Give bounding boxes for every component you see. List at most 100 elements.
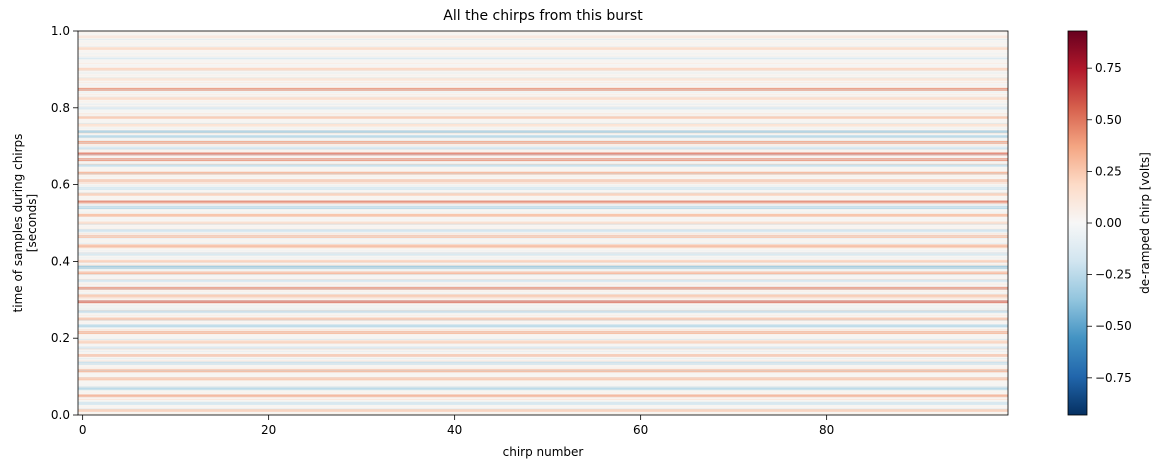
heatmap-striation-116 <box>78 134 1008 136</box>
heatmap-striation-114 <box>78 139 1008 141</box>
heatmap-striation-27 <box>78 348 1008 350</box>
heatmap-striation-125 <box>78 113 1008 115</box>
heatmap-striation-44 <box>78 307 1008 309</box>
heatmap-striation-57 <box>78 276 1008 278</box>
heatmap-rows <box>78 31 1008 415</box>
heatmap-band-16 <box>78 163 1008 167</box>
heatmap-striation-9 <box>78 391 1008 393</box>
heatmap-band-20 <box>78 192 1008 196</box>
heatmap-striation-74 <box>78 235 1008 237</box>
heatmap-band-6 <box>78 96 1008 100</box>
heatmap-band-45 <box>78 377 1008 381</box>
heatmap-striation-92 <box>78 192 1008 194</box>
x-axis-label: chirp number <box>503 445 584 459</box>
heatmap-band-48 <box>78 401 1008 405</box>
heatmap-striation-3 <box>78 406 1008 408</box>
heatmap-striation-4 <box>78 403 1008 405</box>
heatmap-striation-11 <box>78 386 1008 388</box>
heatmap-striation-6 <box>78 398 1008 400</box>
heatmap-striation-98 <box>78 178 1008 180</box>
heatmap-striation-109 <box>78 151 1008 153</box>
heatmap-striation-126 <box>78 110 1008 112</box>
heatmap-striation-159 <box>78 31 1008 33</box>
heatmap-striation-72 <box>78 240 1008 242</box>
heatmap-striation-112 <box>78 144 1008 146</box>
heatmap-band-32 <box>78 279 1008 283</box>
y-tick-label-2: 0.4 <box>51 254 70 268</box>
x-tick-label-60: 60 <box>633 423 648 437</box>
heatmap-striation-104 <box>78 163 1008 165</box>
heatmap-striation-15 <box>78 377 1008 379</box>
colorbar-label: de-ramped chirp [volts] <box>1138 152 1152 294</box>
heatmap-band-12 <box>78 140 1008 144</box>
heatmap-striation-78 <box>78 226 1008 228</box>
heatmap-striation-26 <box>78 350 1008 352</box>
heatmap-striation-131 <box>78 98 1008 100</box>
heatmap-striation-80 <box>78 221 1008 223</box>
colorbar-tick-label-2: 0.25 <box>1095 164 1122 178</box>
y-axis-label-line-2: [seconds] <box>25 194 39 252</box>
heatmap-striation-47 <box>78 300 1008 302</box>
heatmap-striation-148 <box>78 58 1008 60</box>
heatmap-striation-70 <box>78 245 1008 247</box>
heatmap-striation-37 <box>78 324 1008 326</box>
heatmap-striation-113 <box>78 142 1008 144</box>
heatmap-striation-85 <box>78 209 1008 211</box>
heatmap-striation-65 <box>78 257 1008 259</box>
heatmap-striation-29 <box>78 343 1008 345</box>
heatmap-striation-90 <box>78 197 1008 199</box>
heatmap-striation-64 <box>78 259 1008 261</box>
plot-frame <box>77 30 1009 416</box>
heatmap-band-23 <box>78 213 1008 217</box>
heatmap-band-21 <box>78 200 1008 204</box>
heatmap-striation-108 <box>78 154 1008 156</box>
y-axis: 0.0 0.2 0.4 0.6 0.8 1.0 <box>51 24 78 422</box>
heatmap-band-36 <box>78 309 1008 313</box>
heatmap-striation-45 <box>78 305 1008 307</box>
x-tick-label-80: 80 <box>819 423 834 437</box>
heatmap-striation-86 <box>78 206 1008 208</box>
heatmap-striation-91 <box>78 194 1008 196</box>
heatmap-striation-10 <box>78 389 1008 391</box>
heatmap-band-8 <box>78 115 1008 119</box>
heatmap-striation-147 <box>78 60 1008 62</box>
heatmap-striation-1 <box>78 410 1008 412</box>
heatmap-striation-118 <box>78 130 1008 132</box>
heatmap-striation-53 <box>78 286 1008 288</box>
heatmap-band-28 <box>78 252 1008 256</box>
heatmap-striation-107 <box>78 156 1008 158</box>
heatmap-band-18 <box>78 179 1008 183</box>
heatmap-striation-40 <box>78 317 1008 319</box>
heatmap-striation-77 <box>78 228 1008 230</box>
heatmap-striation-102 <box>78 168 1008 170</box>
heatmap-band-0 <box>78 35 1008 39</box>
heatmap-band-9 <box>78 123 1008 127</box>
heatmap-striation-87 <box>78 204 1008 206</box>
heatmap-striation-17 <box>78 372 1008 374</box>
heatmap-band-24 <box>78 221 1008 225</box>
heatmap-striation-151 <box>78 50 1008 52</box>
heatmap-striation-55 <box>78 281 1008 283</box>
y-axis-label-line-1: time of samples during chirps <box>11 134 25 313</box>
y-tick-label-5: 1.0 <box>51 24 70 38</box>
heatmap-striation-35 <box>78 329 1008 331</box>
heatmap-striation-66 <box>78 254 1008 256</box>
heatmap-striation-154 <box>78 43 1008 45</box>
heatmap-striation-115 <box>78 137 1008 139</box>
heatmap-striation-61 <box>78 266 1008 268</box>
heatmap-striation-50 <box>78 293 1008 295</box>
heatmap-band-7 <box>78 106 1008 110</box>
heatmap-striation-7 <box>78 396 1008 398</box>
heatmap-striation-106 <box>78 158 1008 160</box>
heatmap-striation-48 <box>78 298 1008 300</box>
heatmap-striation-158 <box>78 34 1008 36</box>
heatmap-band-22 <box>78 206 1008 210</box>
heatmap-striation-142 <box>78 72 1008 74</box>
heatmap-striation-2 <box>78 408 1008 410</box>
heatmap-striation-137 <box>78 84 1008 86</box>
colorbar-tick-label-3: 0.00 <box>1095 216 1122 230</box>
heatmap-striation-0 <box>78 413 1008 415</box>
heatmap-band-1 <box>78 46 1008 50</box>
heatmap-striation-129 <box>78 103 1008 105</box>
